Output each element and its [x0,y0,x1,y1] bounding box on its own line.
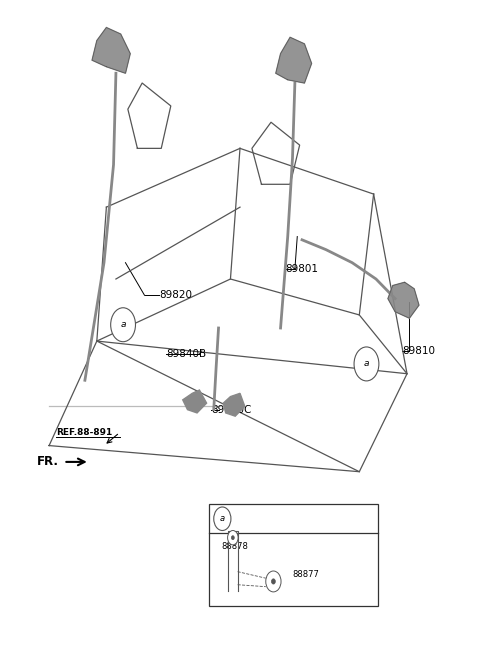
Circle shape [111,308,135,342]
Circle shape [214,507,231,531]
Circle shape [228,531,238,545]
Text: REF.88-891: REF.88-891 [56,428,112,437]
Polygon shape [388,282,419,318]
Text: a: a [220,514,225,523]
Text: 89820: 89820 [159,291,192,300]
Text: 89810: 89810 [402,346,435,356]
Text: 88877: 88877 [292,570,319,579]
Polygon shape [183,390,206,413]
Text: a: a [120,320,126,329]
Text: a: a [364,359,369,369]
Text: FR.: FR. [37,455,59,468]
Polygon shape [223,394,245,416]
Circle shape [231,536,234,540]
Text: 89840B: 89840B [166,349,206,359]
Circle shape [272,579,276,584]
Text: 88878: 88878 [221,543,248,551]
Polygon shape [276,37,312,83]
Polygon shape [92,28,130,73]
Circle shape [266,571,281,592]
Text: 89830C: 89830C [211,405,252,415]
Bar [209,504,378,605]
Text: 89801: 89801 [285,264,318,274]
Circle shape [354,347,379,381]
